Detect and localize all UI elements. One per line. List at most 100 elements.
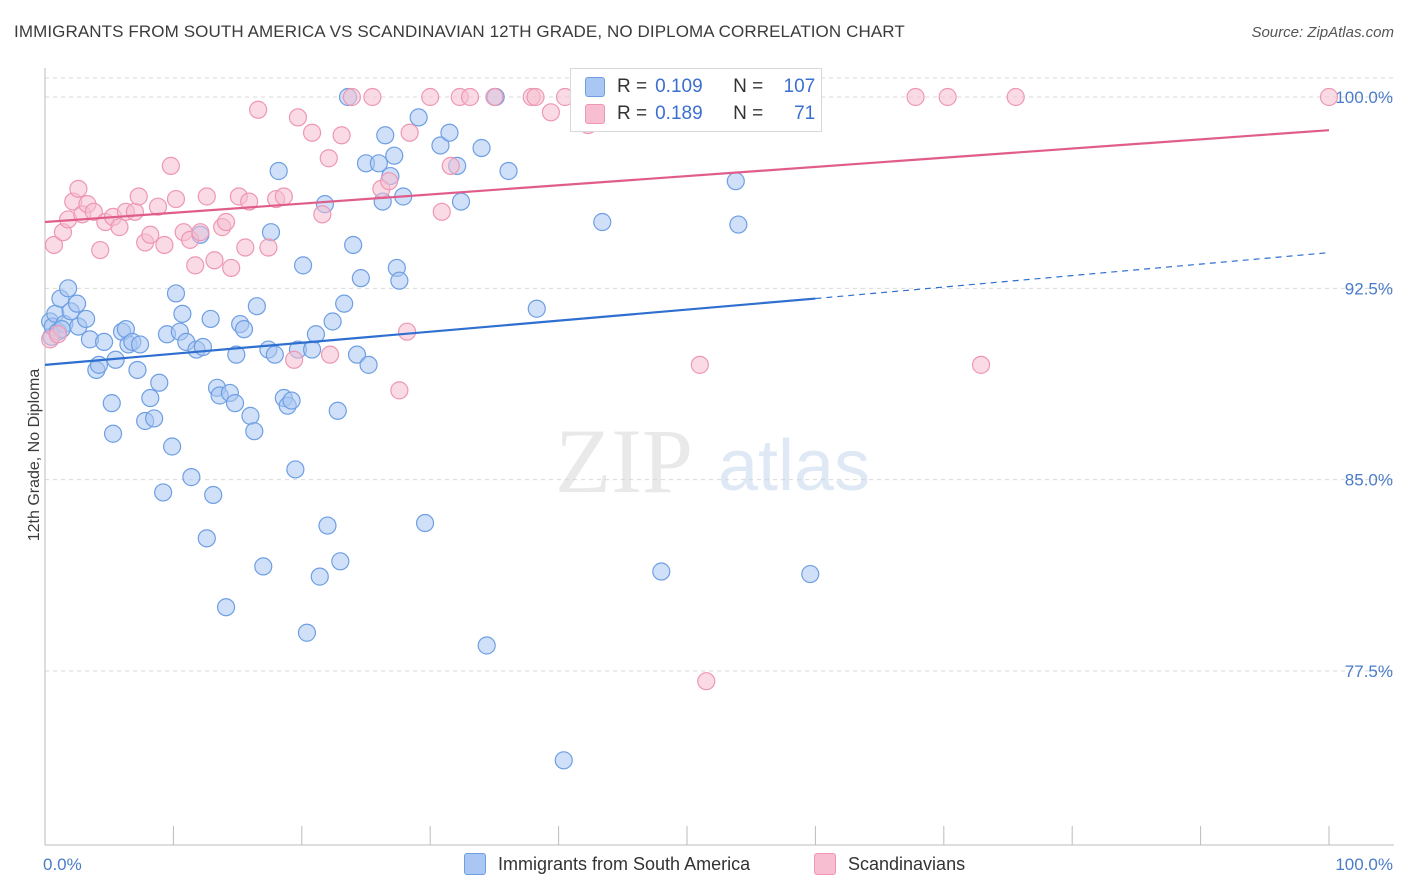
data-point-south-america <box>472 138 491 158</box>
data-point-south-america <box>154 483 173 502</box>
data-point-scandinavians <box>84 202 103 221</box>
legend-r-value: 0.189 <box>655 103 703 124</box>
y-tick-label: 77.5% <box>1345 662 1393 681</box>
data-point-scandinavians <box>485 87 504 107</box>
data-point-scandinavians <box>216 212 236 232</box>
legend-item-scandinavians: Scandinavians <box>814 852 965 876</box>
data-point-scandinavians <box>236 238 255 257</box>
legend-n-label: N = <box>733 76 764 97</box>
data-point-south-america <box>310 567 329 586</box>
data-point-south-america <box>261 223 281 242</box>
data-point-scandinavians <box>288 108 308 127</box>
data-point-south-america <box>130 335 150 354</box>
data-point-scandinavians <box>320 345 340 364</box>
data-point-south-america <box>182 468 201 487</box>
data-point-scandinavians <box>141 225 160 244</box>
y-tick-label: 92.5% <box>1345 279 1393 298</box>
data-point-south-america <box>376 126 395 145</box>
data-point-south-america <box>247 297 266 316</box>
legend-n-label: N = <box>733 103 764 124</box>
watermark-zip: ZIP <box>555 410 693 512</box>
data-point-south-america <box>431 136 450 155</box>
data-point-scandinavians <box>363 87 382 107</box>
legend-item-south-america: Immigrants from South America <box>464 852 750 876</box>
data-point-scandinavians <box>91 240 110 260</box>
data-point-south-america <box>477 636 496 655</box>
data-point-south-america <box>335 294 354 313</box>
data-point-south-america <box>328 401 347 420</box>
data-point-south-america <box>141 388 160 408</box>
data-point-south-america <box>103 424 123 443</box>
data-point-south-america <box>344 235 363 255</box>
data-point-south-america <box>359 355 378 374</box>
data-point-south-america <box>216 598 236 617</box>
legend-n-value: 71 <box>794 103 816 124</box>
data-point-scandinavians <box>400 123 419 142</box>
data-point-south-america <box>801 564 820 584</box>
data-point-south-america <box>59 279 78 298</box>
data-point-south-america <box>150 373 169 392</box>
data-point-scandinavians <box>69 179 88 198</box>
data-point-scandinavians <box>421 87 440 107</box>
data-point-scandinavians <box>332 126 351 145</box>
data-point-south-america <box>102 394 121 413</box>
data-point-scandinavians <box>1006 87 1025 107</box>
data-point-south-america <box>351 269 370 288</box>
data-point-south-america <box>128 360 147 380</box>
legend-n-value: 107 <box>783 76 816 97</box>
data-point-scandinavians <box>1319 87 1339 107</box>
data-point-scandinavians <box>302 123 322 142</box>
data-point-south-america <box>166 284 186 303</box>
data-point-south-america <box>726 172 745 191</box>
data-point-scandinavians <box>938 87 957 107</box>
axes <box>44 68 1394 846</box>
legend-swatch-pink <box>814 853 836 875</box>
data-point-south-america <box>94 332 114 352</box>
data-point-scandinavians <box>697 672 716 691</box>
data-point-south-america <box>729 215 748 234</box>
data-point-south-america <box>390 271 409 290</box>
data-point-south-america <box>323 312 342 331</box>
data-point-south-america <box>265 345 284 364</box>
watermark: ZIP atlas <box>555 410 870 512</box>
data-point-south-america <box>369 154 388 173</box>
data-point-south-america <box>204 485 223 505</box>
trend-line-south-america-extension <box>815 252 1330 300</box>
trend-line-scandinavians <box>44 129 1330 224</box>
series-scandinavians-points <box>41 87 1339 691</box>
data-point-south-america <box>409 108 428 127</box>
data-point-scandinavians <box>259 238 278 257</box>
data-point-scandinavians <box>125 202 144 221</box>
legend-row-blue: R = 0.109 N = 107 <box>585 75 815 99</box>
data-point-south-america <box>193 337 213 357</box>
data-point-scandinavians <box>186 256 205 275</box>
data-point-south-america <box>282 391 301 410</box>
data-point-scandinavians <box>390 381 409 400</box>
data-point-south-america <box>201 309 220 329</box>
correlation-legend: R = 0.109 N = 107 R = 0.189 N = 71 <box>570 68 822 132</box>
data-point-scandinavians <box>110 218 129 237</box>
data-point-south-america <box>297 623 317 642</box>
y-axis-label: 12th Grade, No Diploma <box>26 369 43 542</box>
legend-swatch-blue <box>464 853 486 875</box>
data-point-scandinavians <box>397 322 417 341</box>
data-point-scandinavians <box>432 202 451 221</box>
data-point-south-america <box>197 529 216 548</box>
data-point-south-america <box>415 513 435 533</box>
y-tick-label: 100.0% <box>1335 88 1393 107</box>
data-point-south-america <box>385 146 404 165</box>
data-point-south-america <box>451 192 471 211</box>
data-point-south-america <box>440 123 459 142</box>
data-point-scandinavians <box>249 100 268 119</box>
data-point-scandinavians <box>129 187 148 206</box>
data-point-south-america <box>318 516 337 535</box>
legend-row-pink: R = 0.189 N = 71 <box>585 102 815 126</box>
data-point-scandinavians <box>205 251 224 270</box>
data-point-south-america <box>527 299 546 318</box>
data-point-south-america <box>225 394 245 413</box>
data-point-scandinavians <box>906 87 925 107</box>
x-tick-label-max: 100.0% <box>1335 855 1393 874</box>
data-point-scandinavians <box>441 156 460 175</box>
data-point-scandinavians <box>240 192 259 211</box>
